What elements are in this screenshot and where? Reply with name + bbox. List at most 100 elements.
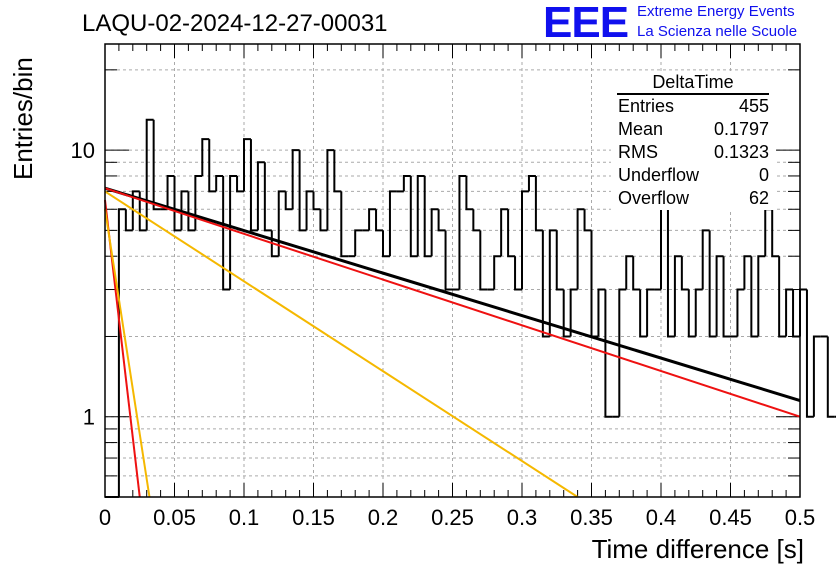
x-tick-label: 0.3 (507, 505, 538, 530)
histogram-bin (382, 230, 390, 258)
histogram-bin (263, 162, 272, 232)
x-tick-label: 0 (99, 505, 111, 530)
histogram-bin (708, 230, 717, 338)
y-axis-label: Entries/bin (8, 57, 38, 180)
fit-line (104, 209, 151, 498)
histogram-bin (646, 288, 655, 337)
stats-row-overflow: Overflow 62 (611, 187, 775, 210)
histogram-bin (736, 288, 745, 337)
histogram-bin (569, 288, 578, 337)
stats-value: 0.1323 (713, 142, 769, 162)
histogram-bin (124, 209, 133, 232)
x-tick-label: 0.15 (292, 505, 335, 530)
histogram-bin (507, 209, 516, 258)
histogram-bin (236, 175, 244, 193)
histogram-bin (208, 139, 217, 193)
histogram-bin (180, 190, 189, 231)
histogram-bin (625, 255, 634, 290)
histogram-bin (534, 175, 543, 232)
histogram-bin (194, 174, 203, 231)
x-tick-label: 0.05 (153, 505, 196, 530)
histogram-bin (229, 174, 238, 290)
histogram-bin (291, 149, 300, 210)
y-tick-label: 1 (83, 405, 95, 430)
histogram-bin (632, 256, 641, 291)
fit-line (104, 186, 801, 402)
histogram-bin (722, 256, 731, 338)
histogram-bin (500, 208, 509, 257)
histogram-bin (243, 138, 251, 192)
histogram-bin (201, 138, 210, 176)
histogram-bin (312, 191, 321, 211)
histogram-bin (666, 191, 675, 338)
x-tick-label: 0.35 (570, 505, 613, 530)
histogram-bin (354, 229, 363, 257)
histogram-bin (687, 289, 696, 338)
histogram-bin (757, 255, 766, 337)
histogram-bin (472, 209, 481, 232)
histogram-bin (375, 209, 383, 232)
histogram-bin (618, 288, 627, 417)
histogram-bin (465, 175, 474, 211)
stats-row-underflow: Underflow 0 (611, 164, 775, 187)
histogram-bin (792, 289, 800, 338)
histogram-bin (256, 161, 265, 231)
histogram-bin (826, 336, 835, 418)
histogram-bin (805, 289, 814, 418)
histogram-bin (298, 150, 307, 232)
histogram-bin (423, 175, 432, 258)
histogram-bin (694, 288, 703, 337)
histogram-bin (541, 230, 550, 338)
histogram-bin (785, 288, 794, 337)
histogram-bin (444, 230, 453, 291)
x-tick-label: 0.4 (646, 505, 677, 530)
stats-value: 455 (738, 96, 769, 116)
histogram-bin (639, 289, 648, 338)
histogram-bin (764, 208, 773, 257)
histogram-bin (187, 191, 196, 232)
x-tick-label: 0.5 (785, 505, 816, 530)
stats-box: DeltaTime Entries 455 Mean 0.1797 RMS 0.… (611, 72, 775, 210)
histogram-bin (215, 174, 224, 192)
histogram-bin (673, 255, 682, 337)
x-tick-label: 0.45 (709, 505, 752, 530)
stats-label: Mean (618, 119, 664, 139)
histogram-bin (145, 118, 154, 231)
histogram-bin (778, 256, 787, 338)
histogram-bin (416, 174, 425, 257)
histogram-bin (812, 335, 821, 417)
histogram-bin (521, 190, 529, 290)
fit-line (104, 187, 801, 418)
histogram-bin (173, 175, 182, 232)
histogram-bin (277, 190, 286, 257)
stats-row-mean: Mean 0.1797 (611, 118, 775, 141)
histogram-bin (222, 175, 231, 291)
plot-title: LAQU-02-2024-12-27-00031 (82, 10, 388, 37)
histogram-bin (493, 255, 502, 290)
histogram-bin (249, 139, 258, 232)
histogram-bin (409, 175, 418, 258)
histogram-bin (514, 256, 522, 291)
x-axis-label: Time difference [s] (591, 534, 804, 564)
histogram-bin (131, 190, 140, 231)
stats-value: 0.1797 (713, 119, 769, 139)
histogram-bin (576, 208, 585, 290)
histogram-bin (152, 119, 161, 211)
histogram-bin (117, 208, 126, 497)
y-tick-label: 10 (71, 138, 95, 163)
x-tick-label: 0.1 (229, 505, 260, 530)
histogram-bin (555, 230, 564, 291)
histogram-bin (715, 255, 724, 337)
eee-subtitle-1: Extreme Energy Events (637, 3, 795, 20)
histogram-bin (138, 191, 147, 232)
histogram-bin (701, 229, 710, 290)
x-tick-label: 0.25 (431, 505, 474, 530)
eee-logo: EEE (543, 0, 629, 47)
histogram-bin (388, 190, 397, 257)
histogram-bin (479, 230, 488, 291)
histogram-bin (548, 229, 557, 337)
stats-label: Entries (618, 96, 675, 116)
histogram-bin (743, 255, 752, 290)
stats-value: 62 (748, 188, 769, 208)
